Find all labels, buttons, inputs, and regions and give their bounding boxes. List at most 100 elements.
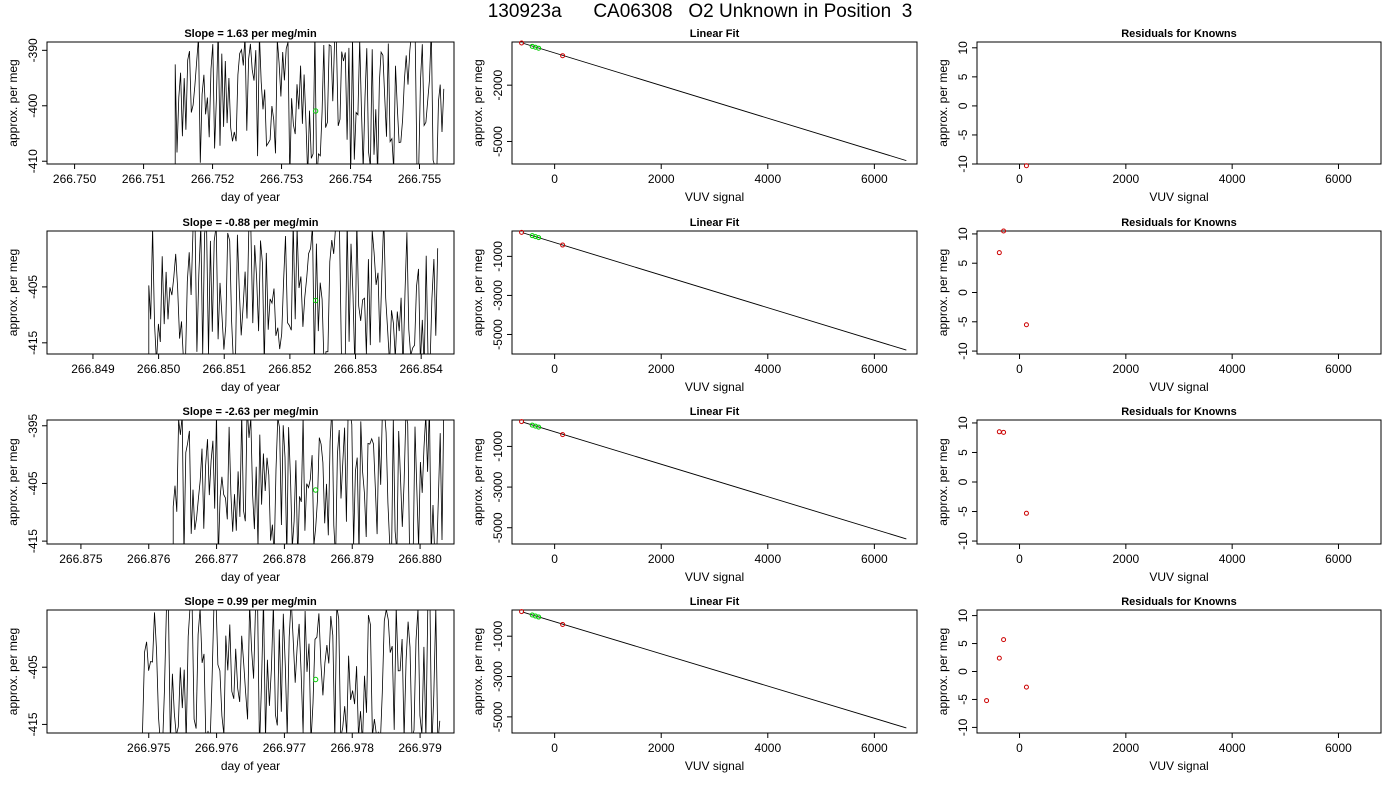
x-tick-label: 266.977 — [263, 741, 307, 755]
plot-frame — [976, 230, 1382, 355]
x-tick-label: 6000 — [1325, 741, 1352, 755]
panel-title: Slope = -0.88 per meg/min — [182, 217, 318, 229]
x-axis-label: VUV signal — [685, 759, 744, 773]
unknown-point — [532, 234, 538, 240]
y-tick-label: 10 — [956, 227, 970, 241]
panel-title: Linear Fit — [690, 596, 740, 608]
y-axis-label: approx. per meg — [936, 438, 950, 525]
y-axis-label: approx. per meg — [471, 249, 485, 336]
x-axis-label: day of year — [221, 190, 280, 204]
y-tick-label: -405 — [26, 275, 40, 299]
data-trace — [174, 42, 445, 164]
panel-title: Slope = -2.63 per meg/min — [182, 406, 318, 418]
x-tick-label: 0 — [551, 552, 558, 566]
x-tick-label: 4000 — [754, 741, 781, 755]
y-axis-label: approx. per meg — [471, 438, 485, 525]
x-tick-label: 266.752 — [191, 172, 235, 186]
x-tick-label: 266.753 — [260, 172, 304, 186]
y-tick-label: -405 — [26, 471, 40, 495]
plot-frame — [976, 41, 1382, 165]
panel-title: Residuals for Knowns — [1121, 596, 1237, 608]
panel-title: Residuals for Knowns — [1121, 406, 1237, 418]
y-tick-label: -10 — [956, 342, 970, 360]
known-point — [996, 429, 1002, 435]
y-tick-label: -5 — [956, 506, 970, 517]
x-tick-label: 2000 — [648, 362, 675, 376]
plot-frame — [511, 419, 918, 545]
known-point — [560, 432, 566, 438]
x-axis-label: VUV signal — [1149, 570, 1208, 584]
known-point — [1023, 322, 1029, 328]
x-tick-label: 0 — [1016, 172, 1023, 186]
x-tick-label: 266.975 — [127, 741, 171, 755]
x-tick-label: 0 — [1016, 362, 1023, 376]
x-tick-label: 6000 — [861, 362, 888, 376]
x-tick-label: 266.976 — [195, 741, 239, 755]
unknown-point — [532, 44, 538, 50]
x-axis-label: VUV signal — [1149, 190, 1208, 204]
figure-title: 130923a CA06308 O2 Unknown in Position 3 — [487, 1, 913, 22]
plot-frame — [976, 419, 1382, 545]
y-tick-label: 0 — [956, 102, 970, 109]
x-tick-label: 266.879 — [331, 552, 375, 566]
y-tick-label: -5 — [956, 316, 970, 327]
y-tick-label: -10 — [956, 155, 970, 173]
known-point — [560, 622, 566, 628]
x-tick-label: 266.750 — [53, 172, 97, 186]
y-tick-label: 5 — [956, 640, 970, 647]
x-axis-label: VUV signal — [1149, 380, 1208, 394]
x-axis-label: VUV signal — [685, 570, 744, 584]
known-point — [984, 698, 990, 704]
known-point — [996, 250, 1002, 256]
unknown-point — [532, 613, 538, 619]
unknown-point — [536, 614, 542, 620]
unknown-point — [529, 43, 535, 49]
y-tick-label: -5 — [956, 694, 970, 705]
known-point — [1023, 510, 1029, 516]
panel-title: Linear Fit — [690, 217, 740, 229]
panel-title: Slope = 0.99 per meg/min — [184, 596, 317, 608]
known-point — [1023, 684, 1029, 690]
y-axis-label: approx. per meg — [6, 438, 20, 525]
y-tick-label: -1000 — [491, 431, 505, 462]
fit-line — [522, 421, 907, 540]
y-tick-label: 5 — [956, 73, 970, 80]
x-tick-label: 4000 — [1219, 362, 1246, 376]
y-axis-label: approx. per meg — [6, 59, 20, 146]
x-tick-label: 4000 — [754, 552, 781, 566]
x-tick-label: 266.751 — [122, 172, 166, 186]
x-tick-label: 6000 — [861, 172, 888, 186]
known-point — [560, 242, 566, 248]
y-tick-label: -10 — [956, 718, 970, 736]
x-tick-label: 266.876 — [127, 552, 171, 566]
y-tick-label: -410 — [26, 149, 40, 173]
known-point — [1001, 637, 1007, 643]
x-tick-label: 2000 — [648, 552, 675, 566]
x-tick-label: 2000 — [1112, 741, 1139, 755]
x-axis-label: VUV signal — [685, 380, 744, 394]
x-tick-label: 2000 — [1112, 172, 1139, 186]
y-axis-label: approx. per meg — [471, 628, 485, 715]
y-tick-label: -3000 — [491, 280, 505, 311]
fit-line — [522, 42, 907, 162]
x-tick-label: 266.979 — [398, 741, 442, 755]
x-tick-label: 0 — [551, 362, 558, 376]
x-axis-label: day of year — [221, 380, 280, 394]
y-tick-label: -3000 — [491, 661, 505, 692]
y-tick-label: -10 — [956, 532, 970, 550]
y-axis-label: approx. per meg — [6, 628, 20, 715]
y-tick-label: -415 — [26, 330, 40, 354]
panel-title: Linear Fit — [690, 406, 740, 418]
y-axis-label: approx. per meg — [936, 628, 950, 715]
y-tick-label: -5000 — [491, 512, 505, 543]
x-tick-label: 266.754 — [329, 172, 373, 186]
y-tick-label: 10 — [956, 41, 970, 55]
y-tick-label: -2000 — [491, 70, 505, 101]
unknown-mean-point — [312, 676, 319, 683]
known-point — [1001, 228, 1007, 234]
x-tick-label: 6000 — [1325, 552, 1352, 566]
known-point — [996, 655, 1002, 661]
plot-frame — [46, 609, 455, 734]
y-axis-label: approx. per meg — [936, 249, 950, 336]
